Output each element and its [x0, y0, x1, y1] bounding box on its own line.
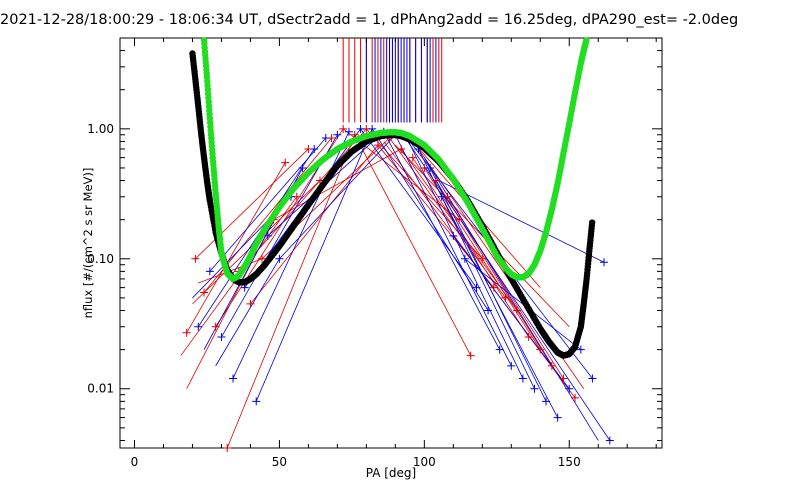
red-series-segment [273, 148, 402, 221]
blue-data-point [460, 254, 469, 263]
red-data-point [373, 141, 382, 150]
blue-data-point [530, 384, 539, 393]
red-data-point [223, 444, 232, 452]
blue-data-point [252, 397, 261, 406]
blue-series-segment [215, 258, 280, 367]
red-data-point [559, 374, 568, 383]
blue-data-point [600, 258, 609, 267]
blue-series-segment [441, 196, 559, 418]
y-tick-label: 0.01 [87, 382, 114, 396]
y-tick-label: 1.00 [87, 122, 114, 136]
blue-data-point [495, 345, 504, 354]
plot-frame [119, 37, 663, 449]
blue-data-point [298, 163, 307, 172]
red-data-point [536, 345, 545, 354]
blue-data-point [507, 361, 516, 370]
series-segments [180, 128, 611, 449]
red-data-point [408, 153, 417, 162]
blue-series-segment [209, 137, 327, 272]
green-fit-dot [583, 37, 590, 44]
blue-data-point [310, 144, 319, 153]
red-data-point [547, 361, 556, 370]
blue-data-point [263, 231, 272, 240]
blue-data-point [484, 306, 493, 315]
red-data-point [431, 176, 440, 185]
blue-data-point [437, 192, 446, 201]
red-data-point [501, 293, 510, 302]
red-data-point [397, 144, 406, 153]
red-data-point [258, 254, 267, 263]
blue-data-point [518, 374, 527, 383]
blue-series-segment [418, 148, 535, 389]
blue-series-segment [255, 128, 373, 402]
x-tick-label: 50 [272, 455, 287, 469]
blue-data-point [542, 397, 551, 406]
fit-curves [189, 37, 596, 359]
blue-data-point [605, 436, 614, 445]
series-points [182, 124, 614, 452]
red-data-point [339, 124, 348, 133]
blue-data-point [229, 374, 238, 383]
blue-data-point [576, 345, 585, 354]
red-data-point [246, 299, 255, 308]
x-tick-label: 150 [558, 455, 581, 469]
axes: 0 50 100 150 0.01 0.10 1.00 [87, 37, 662, 469]
blue-data-point [553, 413, 562, 422]
blue-data-point [368, 124, 377, 133]
red-data-point [524, 333, 533, 342]
blue-data-point [449, 231, 458, 240]
blue-series-segment [360, 128, 477, 288]
blue-data-point [588, 374, 597, 383]
chart-title: 2021-12-28/18:00:29 - 18:06:34 UT, dSect… [0, 12, 738, 28]
blue-series-segment [394, 134, 512, 367]
blue-data-point [333, 130, 342, 139]
blue-series-segment [221, 134, 338, 338]
x-tick-label: 0 [131, 455, 139, 469]
blue-data-point [356, 124, 365, 133]
red-data-point [455, 215, 464, 224]
red-data-point [466, 351, 475, 360]
x-tick-label: 100 [413, 455, 436, 469]
blue-series-segment [400, 131, 611, 441]
x-axis-label: PA [deg] [366, 466, 416, 480]
blue-data-point [194, 322, 203, 331]
red-data-point [281, 158, 290, 167]
red-data-point [513, 306, 522, 315]
blue-data-point [321, 134, 330, 143]
blue-data-point [344, 127, 353, 136]
red-series-segment [238, 128, 367, 272]
blue-series-segment [279, 134, 396, 260]
red-data-point [191, 254, 200, 263]
red-series-segment [226, 134, 356, 449]
red-series-segment [412, 157, 530, 338]
red-series-segment [186, 162, 286, 333]
blue-data-point [565, 384, 574, 393]
red-data-point [182, 328, 191, 337]
red-series-segment [195, 148, 309, 260]
black-fit-dot [588, 219, 596, 226]
red-data-point [200, 288, 209, 297]
blue-data-point [472, 283, 481, 292]
red-data-point [211, 322, 220, 331]
red-data-point [478, 254, 487, 263]
blue-data-point [426, 163, 435, 172]
vertical-line-group [342, 38, 443, 123]
red-series-segment [250, 144, 379, 305]
blue-series-segment [383, 131, 501, 350]
blue-series-segment [423, 157, 599, 441]
blue-data-point [205, 267, 214, 276]
blue-data-point [275, 254, 284, 263]
blue-data-point [217, 333, 226, 342]
blue-series-segment [452, 235, 570, 389]
red-data-point [489, 283, 498, 292]
red-data-point [571, 393, 580, 402]
y-axis-label: nflux [#/(cm^2 s sr MeV)] [81, 168, 95, 319]
y-tick-label: 0.10 [87, 252, 114, 266]
red-series-segment [354, 134, 472, 356]
